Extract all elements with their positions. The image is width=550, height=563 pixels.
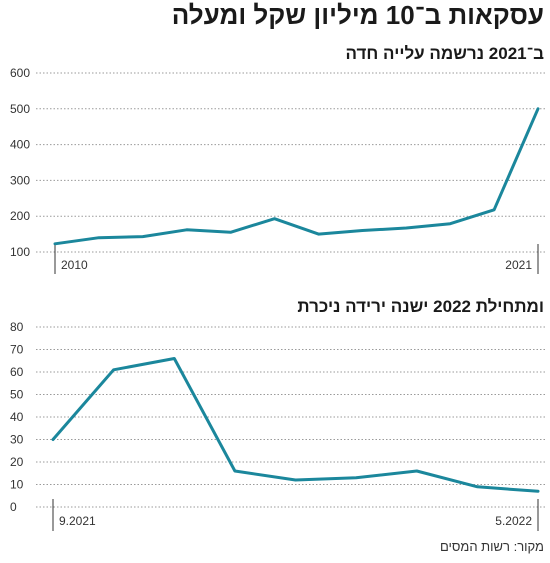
chart-1-y-tick-label: 600 xyxy=(10,66,30,80)
chart-1-x-tick-label: 2010 xyxy=(61,258,88,272)
chart-2-plot: 0 10 20 30 40 50 60 70 80 9.2021 5.2022 xyxy=(10,320,546,531)
chart-1-y-tick-label: 500 xyxy=(10,102,30,116)
chart-2-series-line xyxy=(51,357,540,493)
chart-2-y-tick-label: 80 xyxy=(10,320,24,334)
chart-2-y-tick-label: 70 xyxy=(10,343,24,357)
chart-2-y-tick-label: 10 xyxy=(10,478,24,492)
chart-1-y-tick-label: 200 xyxy=(10,209,30,223)
chart-main-title: עסקאות ב־10 מיליון שקל ומעלה xyxy=(171,0,544,30)
chart-2-y-tick-label: 60 xyxy=(10,365,24,379)
chart-2-y-tick-label: 30 xyxy=(10,433,24,447)
chart-2-title: ומתחילת 2022 ישנה ירידה ניכרת xyxy=(297,297,544,316)
chart-1-y-tick-label: 300 xyxy=(10,173,30,187)
chart-1-y-tick-label: 400 xyxy=(10,138,30,152)
chart-2-x-tick-label: 5.2022 xyxy=(495,514,532,528)
chart-2-x-tick-label: 9.2021 xyxy=(59,514,96,528)
source-note: מקור: רשות המסים xyxy=(439,539,544,554)
chart-1-plot: 100 200 300 400 500 600 2010 2021 xyxy=(10,66,546,274)
chart-2-y-tick-label: 20 xyxy=(10,455,24,469)
chart-1-title: ב־2021 נרשמה עלייה חדה xyxy=(345,44,544,63)
chart-2-y-tick-label: 0 xyxy=(10,500,17,514)
chart-2-y-tick-label: 40 xyxy=(10,410,24,424)
chart-2-y-tick-label: 50 xyxy=(10,388,24,402)
chart-1-series-line xyxy=(53,107,540,246)
chart-1-x-tick-label: 2021 xyxy=(505,258,532,272)
chart-1-y-tick-label: 100 xyxy=(10,245,30,259)
